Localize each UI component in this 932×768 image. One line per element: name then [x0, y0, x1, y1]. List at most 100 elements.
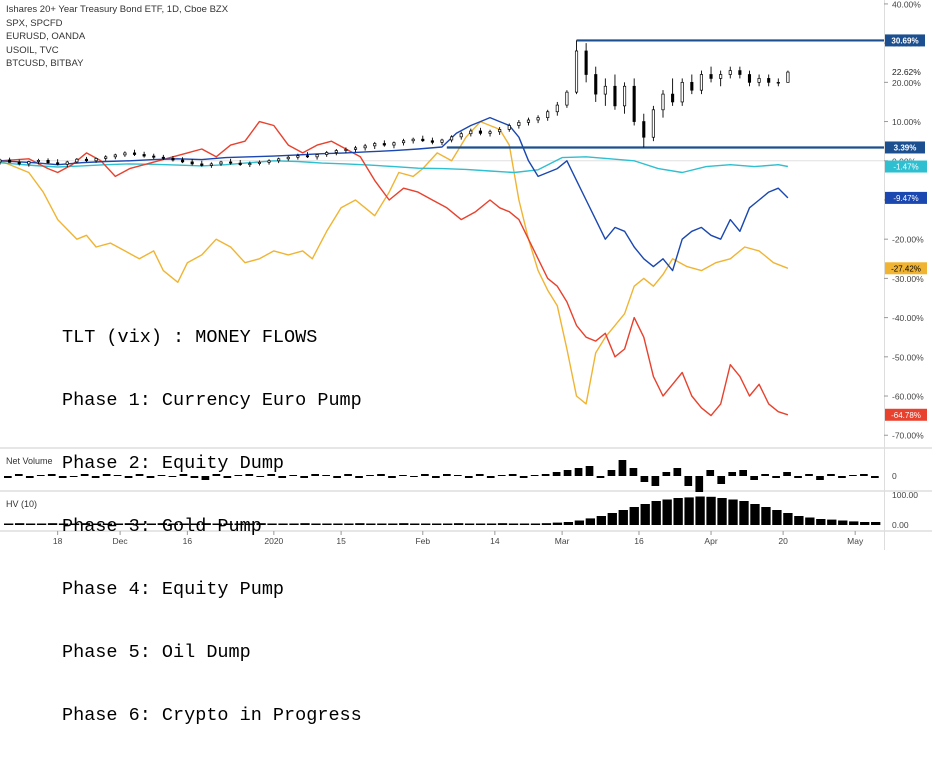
tlt-candle-body [603, 85, 607, 95]
hv-bar [552, 522, 563, 525]
tlt-candle-body [334, 150, 338, 153]
annotation-line: Phase 1: Currency Euro Pump [62, 390, 362, 411]
net-volume-bar [212, 474, 221, 476]
hv-bar [827, 519, 837, 525]
tlt-candle-body [478, 130, 482, 134]
tlt-candle-body [229, 161, 233, 164]
tlt-candle-body [421, 138, 425, 142]
tlt-candle-body [690, 81, 694, 91]
tlt-candle-body [161, 156, 165, 159]
last-value-badge-usoil [885, 408, 927, 421]
tlt-candle-body [709, 74, 713, 79]
net-volume-bar [25, 476, 34, 478]
hv-bar [695, 496, 705, 525]
net-volume-bar [4, 476, 12, 478]
tlt-candle-body [219, 161, 223, 165]
hv-bar [585, 518, 596, 525]
net-volume-bar [421, 474, 429, 476]
tlt-candle-body [65, 161, 69, 165]
net-volume-bar [69, 476, 78, 477]
net-volume-tick-label: 0 [892, 471, 897, 481]
hv-bar [805, 517, 815, 525]
hv-tick-label: 0.00 [892, 520, 909, 530]
hv-bar [860, 522, 870, 525]
net-volume-bar [322, 475, 330, 476]
net-volume-bar [860, 474, 868, 476]
hv-bar [146, 523, 157, 525]
tlt-candle-body [382, 143, 386, 146]
net-volume-bar [201, 476, 210, 480]
hv-bar [453, 523, 464, 525]
annotation-line: Phase 6: Crypto in Progress [62, 705, 362, 726]
net-volume-bar [168, 476, 177, 477]
y-axis-tick-label: 40.00% [892, 0, 921, 9]
hv-bar [794, 516, 804, 525]
net-volume-bar [838, 476, 846, 478]
hv-bar [849, 521, 859, 525]
tlt-candle-body [728, 70, 732, 75]
hv-bar [651, 501, 661, 525]
tlt-candle-body [248, 163, 252, 166]
tlt-candle-body [584, 50, 588, 75]
x-axis-tick-label: 14 [490, 536, 500, 546]
tlt-candle-body [680, 81, 684, 103]
hv-bar [135, 523, 146, 525]
tlt-candle-body [286, 156, 290, 160]
net-volume-bar [388, 476, 396, 478]
net-volume-bar [739, 470, 748, 476]
y-axis-tick-label: -30.00% [892, 274, 924, 284]
tlt-candle-body [267, 160, 271, 163]
hv-bar [69, 523, 80, 525]
hv-bar [772, 510, 782, 525]
hv-bar [168, 523, 178, 525]
tlt-candle-body [344, 149, 348, 151]
hv-bar [541, 523, 552, 525]
tlt-candle-body [181, 159, 185, 163]
net-volume-bar [629, 468, 638, 476]
hv-bar [300, 523, 310, 525]
net-volume-bar [684, 476, 693, 486]
hv-bar [113, 523, 124, 525]
net-volume-bar [552, 472, 561, 476]
net-volume-bar [256, 476, 265, 477]
net-volume-bar [772, 476, 780, 478]
legend-item-usoil: USOIL, TVC [6, 44, 59, 56]
hv-bar [4, 523, 14, 525]
hv-bar [607, 513, 617, 525]
net-volume-bar [651, 476, 660, 486]
series-line-btcusd [0, 116, 789, 272]
net-volume-bar [464, 476, 473, 478]
y-axis-tick-label: 10.00% [892, 117, 921, 127]
net-volume-bar [14, 474, 23, 476]
hv-bar [497, 523, 508, 525]
tlt-candle-body [305, 155, 310, 158]
y-axis-tick-label: -20.00% [892, 235, 924, 245]
net-volume-bar [750, 476, 758, 480]
net-volume-bar [805, 474, 813, 476]
series-line-eurusd [0, 156, 789, 174]
hv-bar [838, 520, 848, 525]
net-volume-label: Net Volume [6, 456, 53, 466]
net-volume-bar [278, 476, 287, 478]
net-volume-bar [190, 476, 199, 478]
tlt-candle-body [411, 138, 415, 142]
net-volume-bar [223, 476, 232, 478]
net-volume-bar [695, 476, 704, 492]
net-volume-bar [344, 474, 352, 476]
tlt-candle-body [123, 152, 127, 156]
tlt-candle-body [613, 85, 617, 107]
hv-bar [322, 523, 332, 525]
net-volume-bar [377, 474, 385, 476]
hv-bar [519, 523, 530, 525]
net-volume-bar [783, 472, 791, 476]
tlt-candle-body [56, 162, 60, 165]
net-volume-bar [333, 476, 341, 478]
hv-tick-label: 100.00 [892, 490, 918, 500]
series-line-spx [0, 120, 789, 405]
hv-bar [475, 523, 486, 525]
hv-label: HV (10) [6, 499, 38, 509]
tlt-candle-body [623, 85, 627, 107]
net-volume-bar [289, 475, 298, 476]
net-volume-bar [761, 474, 769, 476]
net-volume-bar [245, 474, 254, 476]
